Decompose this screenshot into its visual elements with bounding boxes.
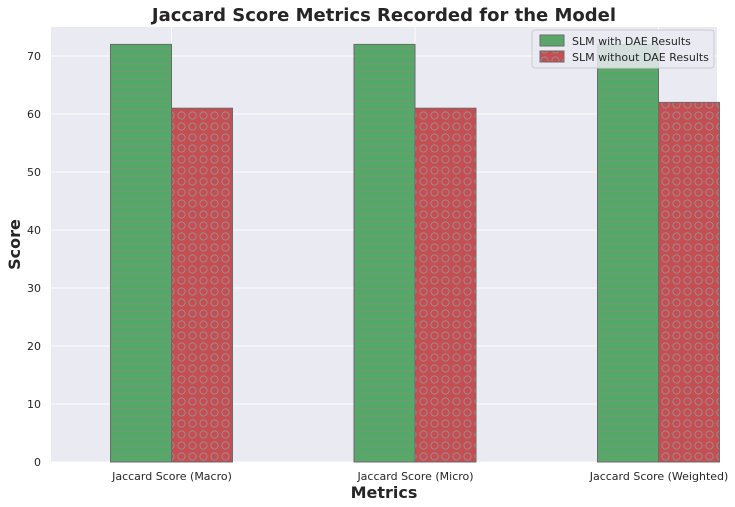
y-tick-label: 50 [27, 166, 41, 179]
bar-without-dae-1 [171, 107, 233, 463]
y-tick-label: 60 [27, 108, 41, 121]
legend-box [531, 29, 715, 69]
legend: SLM with DAE Results SLM without DAE Resu… [531, 29, 715, 69]
bar-with-dae-1 [110, 43, 172, 463]
y-tick-label: 10 [27, 398, 41, 411]
y-tick-label: 20 [27, 340, 41, 353]
x-axis-label: Metrics [351, 483, 418, 502]
x-tick-label: Jaccard Score (Macro) [111, 470, 232, 483]
bars [110, 43, 720, 463]
bar-with-dae-3 [597, 43, 659, 463]
chart-title: Jaccard Score Metrics Recorded for the M… [150, 5, 616, 26]
legend-label: SLM with DAE Results [572, 35, 691, 48]
x-tick-label: Jaccard Score (Weighted) [589, 470, 729, 483]
x-tick-labels: Jaccard Score (Macro) Jaccard Score (Micr… [111, 470, 728, 483]
x-tick-label: Jaccard Score (Micro) [356, 470, 473, 483]
bar-without-dae-2 [414, 107, 477, 463]
legend-swatch [539, 34, 565, 47]
y-tick-label: 30 [27, 282, 41, 295]
y-tick-labels: 0 10 20 30 40 50 60 70 [27, 50, 41, 469]
y-tick-label: 70 [27, 50, 41, 63]
legend-label: SLM without DAE Results [572, 51, 709, 64]
legend-swatch [539, 50, 565, 63]
bar-with-dae-2 [353, 43, 416, 463]
y-axis-label: Score [5, 219, 24, 270]
y-tick-label: 40 [27, 224, 41, 237]
bar-without-dae-3 [658, 101, 720, 463]
y-tick-label: 0 [34, 456, 41, 469]
